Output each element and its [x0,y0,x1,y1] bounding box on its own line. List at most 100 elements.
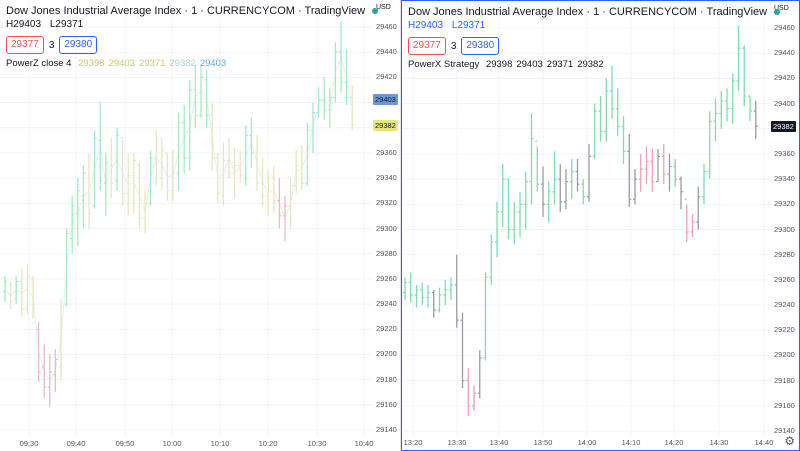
left-indicator-legend[interactable]: PowerZ close 4 29398 29403 29371 29382 29403 [6,58,378,69]
left-trade-buttons: 29377 3 29380 [6,36,378,54]
right-indicator-legend[interactable]: PowerX Strategy 29398 29403 29371 29382 [408,59,780,70]
left-time-axis[interactable]: 09:30 09:40 09:50 10:00 10:10 10:20 10:30 10:40 [0,437,374,451]
ohlc-bar [221,142,226,206]
ohlc-bar [87,152,91,229]
indicator-value: 29398 [485,59,513,70]
ohlc-bar [333,42,338,103]
spread-value: 3 [48,39,55,51]
sell-button[interactable]: 29377 [6,36,44,54]
currency-label[interactable]: USD [774,5,789,12]
ohlc-bar [3,276,7,302]
ohlc-bar [182,105,187,174]
ohlc-bar [59,299,63,380]
ohlc-bar [299,145,304,191]
ohlc-bar [187,79,192,171]
buy-button[interactable]: 29380 [461,37,500,55]
high-value: 29403 [13,19,42,30]
ohlc-bar [719,90,724,129]
ohlc-bar [126,152,131,216]
price-tick-label: 29280 [774,249,795,259]
left-price-chart[interactable] [0,0,373,437]
ohlc-bar [42,344,47,398]
ohlc-bar [656,148,660,183]
price-tick-label: 29300 [376,223,397,233]
ohlc-bar [742,45,747,107]
ohlc-bar [283,195,287,242]
right-chart-pane[interactable]: Dow Jones Industrial Average Index · 1 ·… [401,0,800,451]
ohlc-bar [232,147,237,199]
indicator-name: PowerX Strategy [408,59,480,70]
ohlc-bar [8,281,13,310]
left-chart-pane[interactable]: Dow Jones Industrial Average Index · 1 ·… [0,0,401,451]
time-tick-label: 14:10 [621,438,641,447]
ohlc-bar [199,64,203,118]
ohlc-bar [103,152,108,216]
indicator-value: 29403 [516,59,543,70]
ohlc-bar [81,165,86,229]
indicator-value: 29382 [577,59,604,70]
ohlc-bar [143,190,147,234]
gear-icon[interactable]: ⚙ [784,434,795,448]
ohlc-bar [454,254,459,328]
ohlc-bar [131,152,136,214]
right-price-chart[interactable] [402,1,771,436]
time-tick-label: 10:00 [162,439,182,448]
indicator-values: 29398 29403 29371 29382 [482,59,604,70]
price-tick-label: 29440 [774,48,795,58]
price-tick-label: 29420 [774,73,795,83]
ohlc-bar [667,153,672,192]
high-label: H [6,19,14,30]
left-price-axis[interactable]: USD 294602944029420294002938029360293402… [373,0,400,451]
price-tick-label: 29460 [774,23,795,32]
indicator-value: 29371 [546,59,574,70]
ohlc-bar [638,153,643,192]
right-price-axis[interactable]: USD 294602944029420294002938029360293402… [771,1,799,450]
ohlc-bar [587,143,591,202]
current-price-tag: 29382 [373,120,398,132]
right-symbol-title[interactable]: Dow Jones Industrial Average Index · 1 ·… [408,5,781,19]
ohlc-bar [408,272,413,303]
ohlc-bar [621,116,626,165]
currency-label[interactable]: USD [376,4,391,11]
ohlc-bar [673,158,678,187]
time-tick-label: 10:30 [307,439,327,448]
buy-button[interactable]: 29380 [59,36,98,54]
current-price-tag: 29382 [771,121,796,133]
right-time-axis[interactable]: 13:20 13:30 13:40 13:50 14:00 14:10 14:20 14:30… [402,436,774,450]
price-tick-label: 29160 [376,399,397,409]
ohlc-bar [748,95,752,122]
price-tick-label: 29200 [774,350,795,360]
ohlc-bar [604,78,609,142]
price-tick-label: 29240 [376,299,397,309]
ohlc-bar [541,166,545,217]
ohlc-bar [238,150,243,184]
time-tick-label: 14:40 [754,438,774,447]
ohlc-bar [644,146,649,185]
left-symbol-title[interactable]: Dow Jones Industrial Average Index · 1 ·… [6,4,379,18]
ohlc-bar [523,171,528,230]
ohlc-bar [730,73,735,124]
ohlc-bar [249,117,254,169]
left-legend: Dow Jones Industrial Average Index · 1 ·… [6,4,379,69]
ohlc-bar [176,112,181,191]
high-value: 29403 [415,20,444,31]
low-label: L [49,19,56,30]
ohlc-bar [477,350,482,399]
ohlc-bar [115,127,119,191]
ohlc-bar [725,88,729,122]
ohlc-bar [36,321,41,383]
price-tick-label: 29440 [376,47,397,57]
ohlc-bar [575,158,580,192]
sell-button[interactable]: 29377 [408,37,446,55]
ohlc-bar [512,201,517,245]
time-tick-label: 10:20 [258,439,278,448]
ohlc-bar [633,169,637,205]
ohlc-bar [210,102,215,171]
left-title-text: Dow Jones Industrial Average Index · 1 ·… [6,5,366,17]
low-value: 29371 [55,19,84,30]
ohlc-bar [47,354,52,408]
ohlc-bar [243,125,248,186]
ohlc-bar [449,277,453,301]
time-tick-label: 13:40 [489,438,509,447]
price-tick-label: 29400 [774,98,795,108]
